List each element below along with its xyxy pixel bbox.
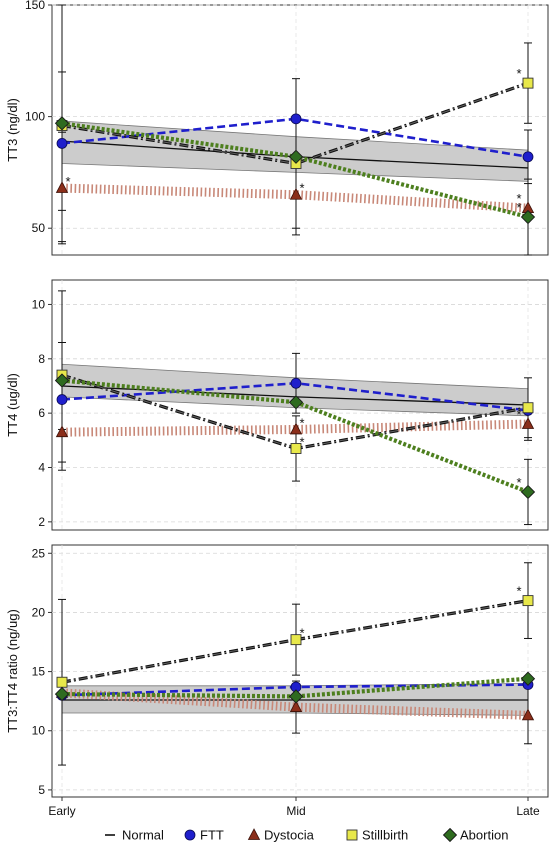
legend-item-ftt: FTT xyxy=(184,828,224,843)
marker-abortion xyxy=(54,116,70,131)
legend-key-stillbirth xyxy=(346,829,358,841)
x-tick-label: Mid xyxy=(286,804,305,818)
marker-stillbirth xyxy=(56,676,68,688)
marker-dystocia xyxy=(289,187,303,200)
y-tick-label: 6 xyxy=(38,406,45,420)
marker-dystocia xyxy=(55,425,69,438)
y-tick-label: 10 xyxy=(32,297,46,311)
marker-dystocia xyxy=(289,700,303,712)
legend-label: Normal xyxy=(122,828,164,843)
legend-item-abortion: Abortion xyxy=(442,827,508,843)
legend-label: Abortion xyxy=(460,828,508,843)
y-tick-label: 5 xyxy=(38,783,45,797)
marker-stillbirth xyxy=(290,634,302,646)
significance-star: * xyxy=(65,174,70,189)
legend-label: Dystocia xyxy=(264,828,315,843)
legend: Normal FTT Dystocia Stillbirth Abortion xyxy=(105,828,508,843)
y-axis-label: TT4 (ug/dl) xyxy=(5,373,20,437)
marker-abortion xyxy=(520,484,536,500)
y-tick-label: 4 xyxy=(38,461,45,475)
y-tick-label: 100 xyxy=(25,110,45,124)
series-line-stillbirth-highlight xyxy=(61,600,529,683)
panel-3: 5 10 15 20 25 TT3:TT4 ratio (ng/ug) * * xyxy=(5,544,549,798)
significance-star: * xyxy=(516,191,521,206)
x-axis: Early Mid Late xyxy=(48,797,540,818)
marker-ftt xyxy=(290,113,302,125)
y-tick-label: 150 xyxy=(25,0,45,12)
marker-stillbirth xyxy=(522,595,534,607)
marker-abortion xyxy=(54,686,70,702)
y-tick-label: 2 xyxy=(38,515,45,529)
significance-star: * xyxy=(299,626,304,641)
significance-star: * xyxy=(299,434,304,449)
legend-key-ftt xyxy=(184,829,196,841)
y-tick-label: 50 xyxy=(32,221,46,235)
marker-dystocia xyxy=(55,181,69,193)
significance-star: * xyxy=(516,584,521,599)
significance-star: * xyxy=(516,66,521,81)
marker-abortion xyxy=(288,395,304,410)
marker-ftt xyxy=(522,151,534,163)
marker-dystocia xyxy=(521,417,535,429)
marker-stillbirth xyxy=(522,402,534,414)
significance-star: * xyxy=(516,475,521,490)
significance-star: * xyxy=(299,415,304,430)
marker-ftt xyxy=(56,394,68,405)
marker-stillbirth xyxy=(522,77,534,89)
marker-ftt xyxy=(56,137,68,149)
y-tick-label: 10 xyxy=(32,724,46,738)
significance-star: * xyxy=(516,200,521,215)
x-tick-label: Early xyxy=(48,804,75,818)
plot-frame xyxy=(51,544,549,798)
y-axis-label: TT3:TT4 ratio (ng/ug) xyxy=(5,609,20,733)
legend-key-abortion xyxy=(442,827,458,843)
legend-key-dystocia xyxy=(247,828,261,840)
legend-label: Stillbirth xyxy=(362,828,408,843)
marker-dystocia xyxy=(521,708,535,721)
marker-abortion xyxy=(520,671,536,686)
y-tick-label: 8 xyxy=(38,352,45,366)
marker-abortion xyxy=(288,149,304,164)
panel-2: 2 4 6 8 10 TT4 (ug/dl) * * * * xyxy=(5,279,549,531)
significance-star: * xyxy=(516,407,521,422)
x-tick-label: Late xyxy=(516,804,540,818)
y-tick-label: 25 xyxy=(32,546,46,560)
y-tick-label: 15 xyxy=(32,665,46,679)
legend-item-dystocia: Dystocia xyxy=(247,828,315,843)
marker-abortion xyxy=(520,209,536,225)
legend-label: FTT xyxy=(200,828,224,843)
legend-item-stillbirth: Stillbirth xyxy=(346,828,408,843)
y-axis-label: TT3 (ng/dl) xyxy=(5,98,20,162)
marker-ftt xyxy=(290,377,302,389)
marker-stillbirth xyxy=(290,443,302,454)
significance-star: * xyxy=(299,181,304,196)
marker-abortion xyxy=(288,689,304,704)
marker-abortion xyxy=(54,373,70,388)
series-line-stillbirth xyxy=(61,599,529,684)
marker-dystocia xyxy=(289,422,303,435)
y-tick-label: 20 xyxy=(32,605,46,619)
legend-item-normal: Normal xyxy=(105,828,164,843)
